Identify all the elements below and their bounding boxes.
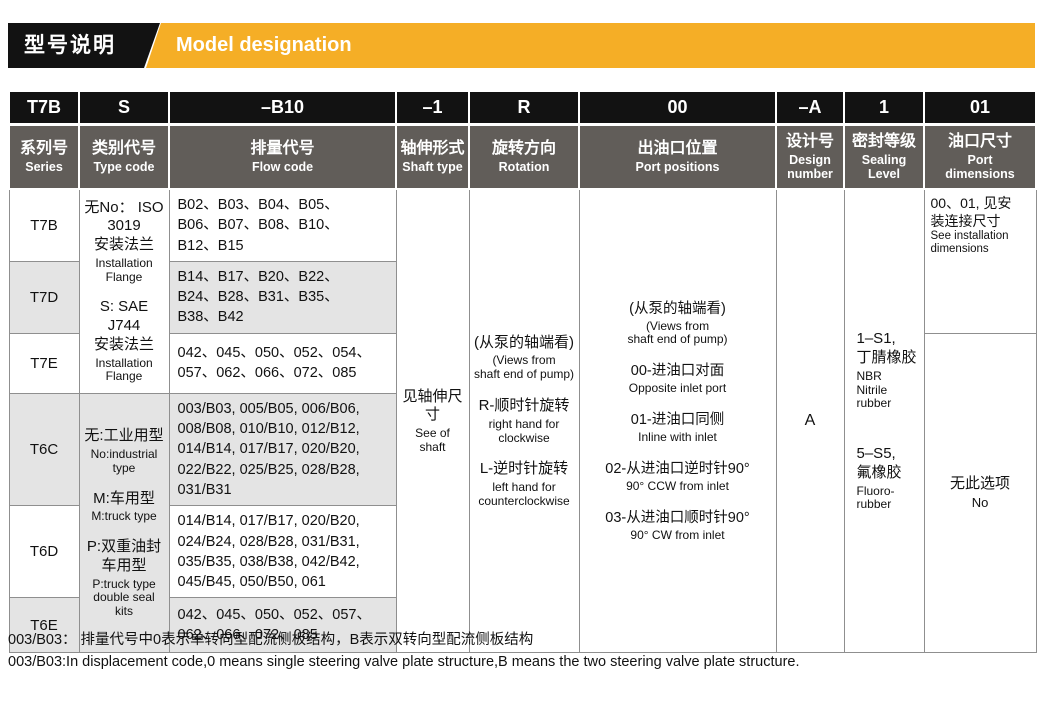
flow-cell-t6d: 014/B14, 017/B17, 020/B20, 024/B24, 028/… [168, 505, 397, 599]
code-sealing: 1 [843, 90, 925, 126]
row-t6d: T6D 014/B14, 017/B17, 020/B20, 024/B24, … [8, 505, 1036, 599]
footnote-zh: 003/B03： 排量代号中0表示单转向型配流侧板结构，B表示双转向型配流侧板结… [8, 632, 534, 648]
series-cell-t7d: T7D [8, 260, 80, 334]
design-number-cell: A [775, 188, 845, 654]
type-cell-t7: 无No： ISO 3019 安装法兰 Installation Flange S… [78, 188, 170, 394]
code-row: T7B S –B10 –1 R 00 –A 1 01 [8, 90, 1037, 126]
rotation-cell: (从泵的轴端看) (Views from shaft end of pump) … [468, 188, 580, 654]
row-t6c: T6C 无:工业用型 No:industrial type M:车用型 M:tr… [8, 392, 1036, 654]
header-row: 系列号 Series 类别代号 Type code 排量代号 Flow code… [8, 123, 1037, 190]
banner-title-zh: 型号说明 [24, 34, 116, 57]
shaft-cell: 见轴伸尺 寸 See of shaft [395, 188, 470, 654]
series-cell-t6d: T6D [8, 505, 80, 599]
flow-cell-t7d: B14、B17、B20、B22、 B24、B28、B31、B35、 B38、B4… [168, 260, 397, 334]
flow-cell-t7e: 042、045、050、052、054、 057、062、066、072、085 [168, 332, 397, 394]
portdim-top-cell: 00、01, 见安 装连接尺寸 See installation dimensi… [923, 188, 1037, 334]
flow-cell-t6e: 042、045、050、052、057、 062、066、072、085 [168, 597, 397, 654]
code-portdim: 01 [923, 90, 1037, 126]
series-cell-t6c: T6C [8, 392, 80, 507]
row-t7b: T7B 无No： ISO 3019 安装法兰 Installation Flan… [8, 188, 1037, 654]
model-designation-table: T7B S –B10 –1 R 00 –A 1 01 系列号 Series 类别… [8, 90, 1037, 654]
code-type: S [78, 90, 170, 126]
series-cell-t7e: T7E [8, 332, 80, 394]
series-cell-t6e: T6E [8, 597, 80, 654]
row-t6e: T6E 042、045、050、052、057、 062、066、072、085 [8, 597, 1036, 654]
code-design: –A [775, 90, 845, 126]
flow-cell-t7b: B02、B03、B04、B05、 B06、B07、B08、B10、 B12、B1… [168, 188, 397, 262]
series-cell-t7b: T7B [8, 188, 80, 262]
code-series: T7B [8, 90, 80, 126]
code-ports: 00 [578, 90, 777, 126]
code-rotation: R [468, 90, 580, 126]
section-banner-zh: 型号说明 [8, 23, 160, 68]
header-design: 设计号 Design number [775, 123, 845, 190]
row-t7d: T7D B14、B17、B20、B22、 B24、B28、B31、B35、 B3… [8, 260, 1036, 334]
header-series: 系列号 Series [8, 123, 80, 190]
header-flow: 排量代号 Flow code [168, 123, 397, 190]
flow-cell-t6c: 003/B03, 005/B05, 006/B06, 008/B08, 010/… [168, 392, 397, 507]
sealing-level-cell: 1–S1, 丁腈橡胶 NBR Nitrile rubber 5–S5, 氟橡胶 … [843, 188, 925, 654]
header-sealing: 密封等级 Sealing Level [843, 123, 925, 190]
code-shaft: –1 [395, 90, 470, 126]
portdim-bottom-cell: 无此选项 No [923, 332, 1037, 654]
footnote-en: 003/B03:In displacement code,0 means sin… [8, 653, 800, 670]
footnote: 003/B03： 排量代号中0表示单转向型配流侧板结构，B表示双转向型配流侧板结… [8, 630, 800, 674]
code-flow: –B10 [168, 90, 397, 126]
type-cell-t6: 无:工业用型 No:industrial type M:车用型 M:truck … [78, 392, 170, 654]
banner-title-en: Model designation [176, 34, 352, 56]
port-positions-cell: (从泵的轴端看) (Views from shaft end of pump) … [578, 188, 777, 654]
header-portdim: 油口尺寸 Port dimensions [923, 123, 1037, 190]
header-shaft: 轴伸形式 Shaft type [395, 123, 470, 190]
section-banner-en: Model designation [146, 23, 1035, 68]
header-ports: 出油口位置 Port positions [578, 123, 777, 190]
row-t7e: T7E 042、045、050、052、054、 057、062、066、072… [8, 332, 1037, 654]
header-type: 类别代号 Type code [78, 123, 170, 190]
header-rotation: 旋转方向 Rotation [468, 123, 580, 190]
